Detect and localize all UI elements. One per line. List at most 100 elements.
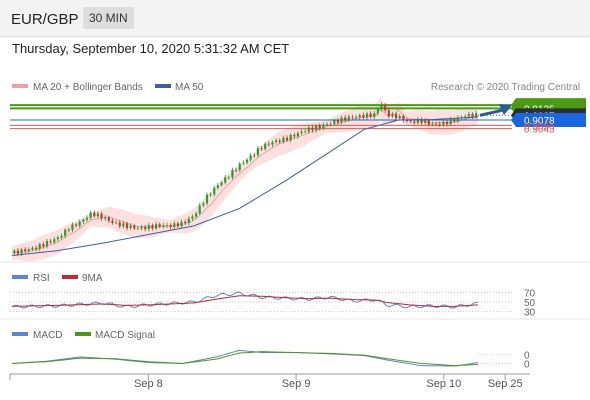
- candle-body: [384, 104, 387, 111]
- level-label: 0.9078: [524, 116, 555, 127]
- header-bar: EUR/GBP 30 MIN: [0, 0, 590, 37]
- candle-body: [274, 140, 278, 143]
- candle-body: [394, 113, 398, 119]
- candle-body: [351, 116, 354, 118]
- candle-body: [45, 241, 49, 247]
- candle-body: [104, 217, 107, 219]
- candle-body: [289, 134, 292, 141]
- candle-body: [24, 249, 27, 252]
- rsi-legend-label: RSI: [33, 273, 50, 284]
- x-tick-label: Sep 10: [426, 378, 461, 390]
- candle-body: [71, 224, 74, 231]
- candle-body: [333, 120, 336, 124]
- candle-body: [336, 120, 340, 123]
- macd-plot: 00: [11, 349, 530, 370]
- candle-body: [453, 119, 456, 122]
- x-tick-label: Sep 8: [134, 378, 163, 390]
- candle-body: [391, 113, 394, 117]
- candle-body: [325, 124, 329, 126]
- candle-body: [147, 225, 150, 229]
- ma50-line: [11, 116, 478, 257]
- candle-body: [304, 131, 307, 133]
- candle-body: [151, 225, 154, 229]
- candle-body: [438, 123, 441, 125]
- macd-line: [11, 349, 478, 367]
- candle-body: [231, 169, 234, 178]
- credit-text: Research © 2020 Trading Central: [431, 82, 580, 93]
- candle-body: [93, 212, 96, 217]
- candle-body: [49, 241, 52, 243]
- candle-body: [365, 113, 369, 118]
- macd-legend-swatch: [12, 332, 28, 336]
- candle-body: [278, 140, 281, 142]
- candle-body: [405, 120, 409, 122]
- candle-body: [220, 182, 223, 186]
- candle-body: [271, 142, 274, 145]
- candle-body: [347, 116, 350, 121]
- candle-body: [467, 113, 470, 117]
- candle-body: [256, 148, 260, 156]
- candle-body: [296, 133, 300, 137]
- candle-body: [38, 244, 41, 249]
- candle-body: [140, 226, 143, 229]
- candle-body: [184, 221, 187, 223]
- candle-body: [227, 177, 230, 179]
- candle-body: [329, 123, 332, 125]
- candle-body: [133, 225, 136, 229]
- candle-body: [282, 137, 285, 142]
- candle-body: [85, 217, 89, 220]
- candle-body: [416, 119, 420, 123]
- candle-body: [194, 213, 198, 217]
- bb-legend-swatch: [12, 84, 28, 88]
- candle-body: [340, 117, 343, 123]
- candle-body: [420, 119, 423, 123]
- candle-body: [34, 247, 38, 249]
- candle-body: [442, 121, 445, 125]
- candle-body: [89, 212, 92, 218]
- candle-body: [373, 113, 376, 117]
- ma50-legend-swatch: [155, 84, 171, 88]
- candle-body: [213, 187, 216, 195]
- candle-body: [173, 223, 176, 228]
- candle-body: [245, 159, 249, 163]
- candle-body: [242, 162, 245, 164]
- candle-body: [60, 235, 63, 238]
- candle-body: [409, 120, 412, 122]
- timeframe-button[interactable]: 30 MIN: [83, 7, 134, 29]
- level-label: 0.9043: [524, 125, 555, 136]
- candle-body: [31, 247, 34, 250]
- candle-body: [129, 225, 132, 228]
- candle-body: [402, 115, 405, 121]
- candle-body: [387, 110, 390, 117]
- timestamp: Thursday, September 10, 2020 5:31:32 AM …: [12, 41, 290, 56]
- candle-body: [27, 249, 30, 252]
- candle-body: [209, 194, 212, 196]
- candle-body: [449, 119, 452, 125]
- candle-body: [307, 127, 310, 132]
- candle-body: [67, 229, 70, 231]
- bollinger-band: [12, 97, 478, 262]
- candle-body: [300, 131, 303, 134]
- candle-body: [16, 250, 20, 254]
- candle-body: [314, 125, 318, 131]
- candle-body: [464, 116, 467, 118]
- rsi-legend-swatch: [12, 275, 28, 279]
- candle-body: [413, 121, 416, 123]
- candle-body: [74, 224, 78, 226]
- candle-body: [267, 143, 270, 145]
- candle-body: [169, 225, 172, 228]
- candle-body: [216, 185, 220, 188]
- candle-body: [456, 117, 460, 122]
- candle-body: [56, 237, 60, 240]
- rsi-line: [11, 291, 478, 309]
- candle-body: [111, 220, 114, 223]
- candle-body: [162, 225, 165, 227]
- candle-body: [354, 117, 358, 118]
- candle-body: [318, 125, 321, 129]
- candle-body: [398, 115, 401, 119]
- candle-body: [369, 113, 372, 117]
- candle-body: [165, 225, 169, 226]
- candle-body: [144, 226, 147, 229]
